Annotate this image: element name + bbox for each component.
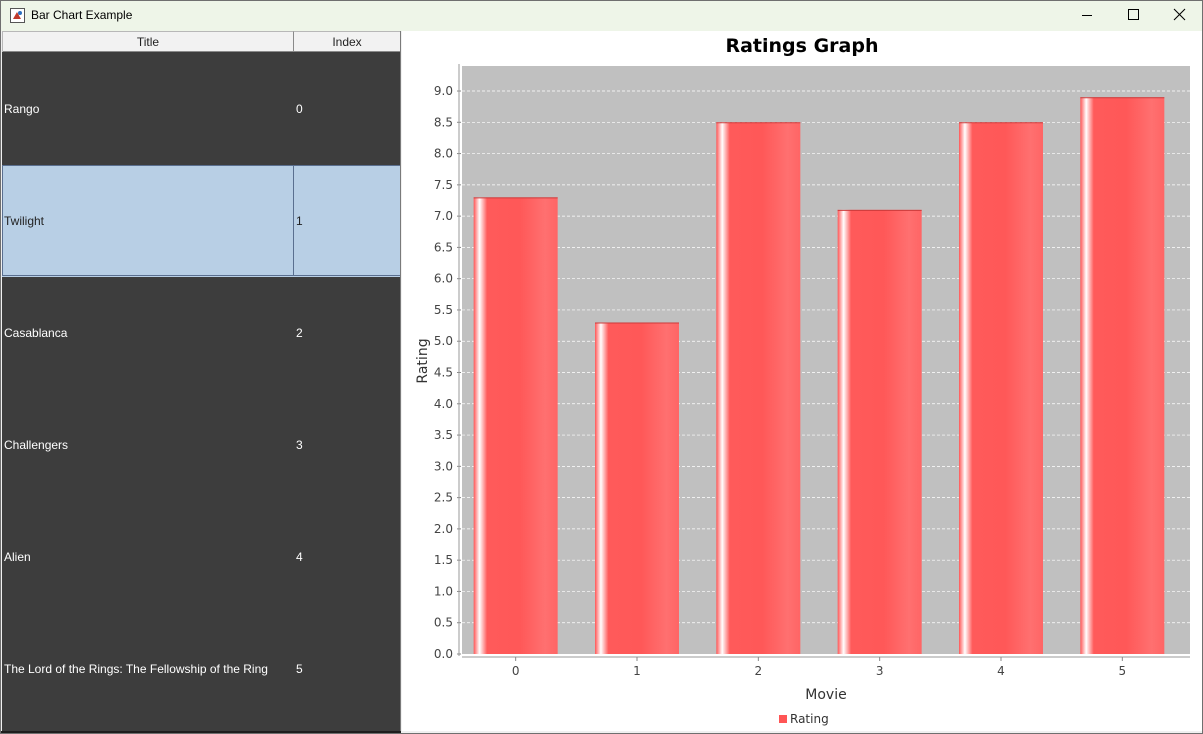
legend-label: Rating: [790, 712, 829, 726]
y-tick-label: 4.0: [434, 397, 453, 411]
y-tick-label: 7.5: [434, 178, 453, 192]
cell-title[interactable]: The Lord of the Rings: The Fellowship of…: [4, 662, 268, 676]
column-header-index[interactable]: Index: [294, 31, 400, 52]
window-title: Bar Chart Example: [31, 8, 133, 22]
y-tick-label: 0.0: [434, 647, 453, 661]
y-tick-label: 6.5: [434, 240, 453, 254]
table-row[interactable]: Rango 0: [2, 53, 400, 165]
close-icon: [1173, 8, 1186, 21]
x-axis-label: Movie: [805, 687, 846, 703]
maximize-button[interactable]: [1110, 1, 1156, 31]
cell-title[interactable]: Twilight: [4, 214, 45, 228]
y-tick-label: 2.5: [434, 491, 453, 505]
title-bar[interactable]: Bar Chart Example: [1, 1, 1202, 31]
cell-index[interactable]: 0: [296, 102, 303, 116]
y-tick-label: 1.0: [434, 584, 453, 598]
y-tick-label: 3.5: [434, 428, 453, 442]
y-tick-label: 5.5: [434, 303, 453, 317]
cell-title[interactable]: Alien: [4, 550, 31, 564]
chart-title: Ratings Graph: [725, 35, 878, 57]
bar: [716, 122, 801, 655]
table-row[interactable]: Alien 4: [2, 501, 400, 613]
y-tick-label: 0.5: [434, 616, 453, 630]
legend-swatch: [779, 715, 787, 723]
x-tick-label: 3: [876, 664, 884, 678]
plot-area: [462, 66, 1190, 654]
x-tick-label: 2: [755, 664, 763, 678]
cell-index[interactable]: 4: [296, 550, 303, 564]
ratings-chart: Ratings Graph 0.0 0.5 1.0 1.5 2.0 2.5 3.0 3.5 4.0…: [402, 31, 1202, 731]
cell-index[interactable]: 5: [296, 662, 303, 676]
y-tick-label: 3.0: [434, 459, 453, 473]
x-tick-label: 4: [997, 664, 1005, 678]
bar: [1080, 97, 1165, 654]
x-tick-label: 1: [633, 664, 641, 678]
bar: [959, 122, 1043, 655]
y-tick-label: 8.0: [434, 147, 453, 161]
java-app-icon: [10, 8, 25, 23]
selection-border: [293, 165, 400, 276]
cell-title[interactable]: Challengers: [4, 438, 69, 452]
y-tick-label: 2.0: [434, 522, 453, 536]
y-tick-label: 8.5: [434, 115, 453, 129]
minimize-button[interactable]: [1064, 1, 1110, 31]
bar: [837, 209, 922, 654]
close-button[interactable]: [1156, 1, 1202, 31]
bar: [595, 322, 679, 654]
cell-title[interactable]: Rango: [4, 102, 40, 116]
table-row[interactable]: The Lord of the Rings: The Fellowship of…: [2, 613, 400, 725]
console-output: [1, 731, 401, 733]
maximize-icon: [1128, 9, 1139, 20]
y-tick-label: 9.0: [434, 84, 453, 98]
y-axis-label: Rating: [415, 338, 431, 383]
table-row[interactable]: Twilight 1: [2, 165, 400, 277]
bar: [473, 197, 558, 655]
cell-index[interactable]: 2: [296, 326, 303, 340]
y-tick-label: 4.5: [434, 366, 453, 380]
movie-table[interactable]: Title Index Rango 0 Twilight 1 Casablanca 2 Ch…: [2, 31, 401, 731]
y-tick-label: 6.0: [434, 272, 453, 286]
table-row[interactable]: Challengers 3: [2, 389, 400, 501]
cell-title[interactable]: Casablanca: [4, 326, 68, 340]
x-tick-label: 5: [1119, 664, 1127, 678]
chart-canvas: Ratings Graph 0.0 0.5 1.0 1.5 2.0 2.5 3.0 3.5 4.0…: [415, 35, 1190, 726]
table-header: Title Index: [2, 31, 400, 52]
cell-index[interactable]: 1: [296, 214, 303, 228]
minimize-icon: [1082, 15, 1092, 16]
x-tick-label: 0: [512, 664, 520, 678]
y-tick-label: 5.0: [434, 334, 453, 348]
column-header-title[interactable]: Title: [2, 31, 294, 52]
table-row[interactable]: Casablanca 2: [2, 277, 400, 389]
y-tick-label: 7.0: [434, 209, 453, 223]
cell-index[interactable]: 3: [296, 438, 303, 452]
y-tick-label: 1.5: [434, 553, 453, 567]
